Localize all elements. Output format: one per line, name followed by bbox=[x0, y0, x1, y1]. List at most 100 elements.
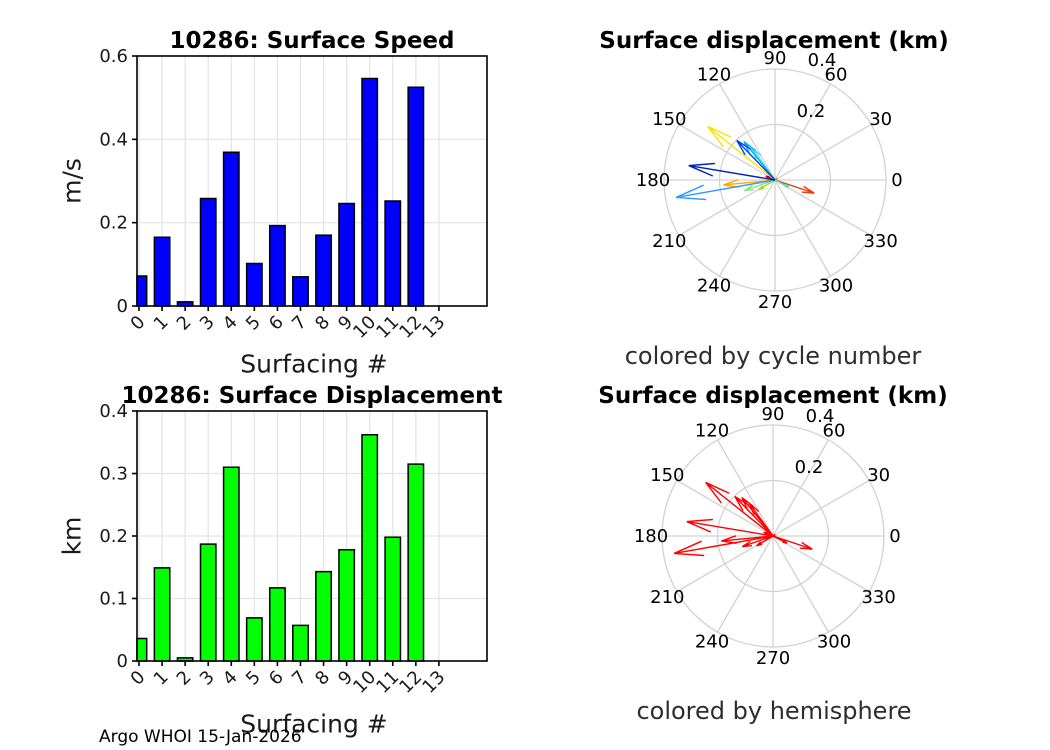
theta-tick-label: 180 bbox=[634, 526, 668, 547]
bar-surfacing-12 bbox=[407, 86, 425, 307]
y-tick-label: 0 bbox=[117, 296, 128, 317]
x-tick-label: 5 bbox=[242, 667, 265, 690]
bar-surfacing-9 bbox=[338, 202, 356, 307]
surface-displacement-bars bbox=[136, 434, 425, 662]
x-tick-label: 1 bbox=[150, 312, 173, 335]
surface-speed-bars bbox=[136, 77, 425, 307]
theta-tick-label: 150 bbox=[650, 465, 684, 486]
x-tick-label: 3 bbox=[196, 312, 219, 335]
theta-tick-label: 300 bbox=[819, 276, 853, 297]
theta-tick-label: 30 bbox=[867, 465, 890, 486]
arrow-cycle-4 bbox=[705, 481, 774, 537]
theta-tick-label: 270 bbox=[758, 292, 792, 313]
arrow-cycle-11 bbox=[736, 139, 776, 181]
theta-tick-label: 90 bbox=[762, 404, 785, 425]
bar-surfacing-10 bbox=[361, 77, 379, 307]
x-tick-label: 6 bbox=[265, 312, 288, 335]
theta-tick-label: 90 bbox=[764, 48, 787, 69]
bar-surfacing-6 bbox=[268, 587, 286, 662]
r-tick-label: 0.4 bbox=[808, 50, 837, 71]
theta-tick-label: 300 bbox=[817, 632, 851, 653]
theta-tick-label: 210 bbox=[652, 231, 686, 252]
theta-tick-label: 330 bbox=[861, 587, 895, 608]
r-tick-label: 0.4 bbox=[806, 406, 835, 427]
y-tick-label: 0.6 bbox=[99, 46, 128, 67]
bar-surfacing-0 bbox=[136, 275, 148, 307]
bar-surfacing-7 bbox=[292, 276, 309, 307]
displacement-by-hemisphere-arrows bbox=[673, 481, 813, 557]
bar-surfacing-9 bbox=[338, 549, 356, 662]
bar-surfacing-3 bbox=[199, 197, 217, 307]
bar-surfacing-12 bbox=[407, 463, 425, 662]
cycle-polar-subtitle: colored by cycle number bbox=[624, 342, 922, 370]
surface-speed-title: 10286: Surface Speed bbox=[169, 28, 455, 54]
bar-surfacing-1 bbox=[153, 236, 171, 307]
y-tick-label: 0.1 bbox=[99, 589, 128, 610]
arrow-cycle-1 bbox=[772, 535, 813, 550]
x-tick-label: 4 bbox=[219, 667, 242, 690]
arrow-cycle-7 bbox=[774, 179, 790, 188]
footer-annotation: Argo WHOI 15-Jan-2026 bbox=[99, 727, 302, 747]
r-tick-label: 0.2 bbox=[797, 101, 826, 122]
bar-surfacing-4 bbox=[222, 151, 240, 307]
y-tick-label: 0.4 bbox=[99, 129, 128, 150]
theta-tick-label: 330 bbox=[863, 231, 897, 252]
x-tick-label: 13 bbox=[418, 667, 449, 698]
bar-surfacing-0 bbox=[136, 637, 148, 662]
surface-displacement-title: 10286: Surface Displacement bbox=[121, 383, 503, 409]
x-tick-label: 0 bbox=[127, 312, 150, 335]
bar-surfacing-1 bbox=[153, 567, 171, 662]
hemisphere-polar-title: Surface displacement (km) bbox=[598, 383, 948, 409]
hemisphere-polar-subtitle: colored by hemisphere bbox=[636, 697, 912, 725]
y-tick-label: 0.3 bbox=[99, 464, 128, 485]
bar-surfacing-4 bbox=[222, 466, 240, 662]
x-tick-label: 8 bbox=[311, 312, 334, 335]
speed-y-axis-label: m/s bbox=[57, 158, 87, 204]
bar-surfacing-11 bbox=[384, 536, 402, 662]
theta-tick-label: 240 bbox=[697, 276, 731, 297]
bar-surfacing-5 bbox=[245, 262, 263, 307]
y-tick-label: 0.2 bbox=[99, 526, 128, 547]
arrow-cycle-6 bbox=[743, 179, 776, 192]
r-tick-label: 0.2 bbox=[795, 457, 824, 478]
arrow-cycle-10 bbox=[675, 179, 776, 201]
bar-surfacing-10 bbox=[361, 434, 379, 662]
theta-tick-label: 120 bbox=[695, 420, 729, 441]
x-tick-label: 13 bbox=[418, 312, 449, 343]
displacement-by-cycle-arrows bbox=[675, 125, 815, 201]
arrow-cycle-12 bbox=[688, 162, 776, 181]
x-tick-label: 7 bbox=[288, 667, 311, 690]
theta-tick-label: 30 bbox=[869, 109, 892, 130]
displacement-by-hemisphere-plot: 0 30 60 90 120 150 180 210 240 270 300 330 0.2 0.4 bbox=[634, 404, 901, 669]
cycle-polar-title: Surface displacement (km) bbox=[599, 28, 949, 54]
x-tick-label: 5 bbox=[242, 312, 265, 335]
speed-x-axis-label: Surfacing # bbox=[240, 349, 388, 379]
theta-tick-label: 120 bbox=[697, 64, 731, 85]
y-tick-label: 0.4 bbox=[99, 401, 128, 422]
x-tick-label: 1 bbox=[150, 667, 173, 690]
arrow-cycle-10 bbox=[673, 535, 774, 557]
theta-tick-label: 240 bbox=[695, 632, 729, 653]
bar-surfacing-7 bbox=[292, 624, 309, 662]
theta-tick-label: 180 bbox=[636, 170, 670, 191]
x-tick-label: 4 bbox=[219, 312, 242, 335]
arrow-cycle-1 bbox=[774, 179, 815, 194]
x-tick-label: 0 bbox=[127, 667, 150, 690]
bar-surfacing-8 bbox=[315, 234, 333, 307]
arrow-cycle-7 bbox=[772, 535, 788, 544]
theta-tick-label: 60 bbox=[825, 64, 848, 85]
bar-surfacing-11 bbox=[384, 200, 402, 307]
arrow-cycle-6 bbox=[741, 535, 774, 548]
displacement-y-axis-label: km bbox=[57, 516, 87, 556]
y-tick-label: 0 bbox=[117, 651, 128, 672]
bar-surfacing-8 bbox=[315, 570, 333, 662]
theta-tick-label: 210 bbox=[650, 587, 684, 608]
y-tick-label: 0.2 bbox=[99, 213, 128, 234]
bar-surfacing-5 bbox=[245, 617, 263, 662]
x-tick-label: 2 bbox=[173, 667, 196, 690]
displacement-by-cycle-plot: 0 30 60 90 120 150 180 210 240 270 300 330 0.2 0.4 bbox=[636, 48, 903, 313]
theta-tick-label: 150 bbox=[652, 109, 686, 130]
